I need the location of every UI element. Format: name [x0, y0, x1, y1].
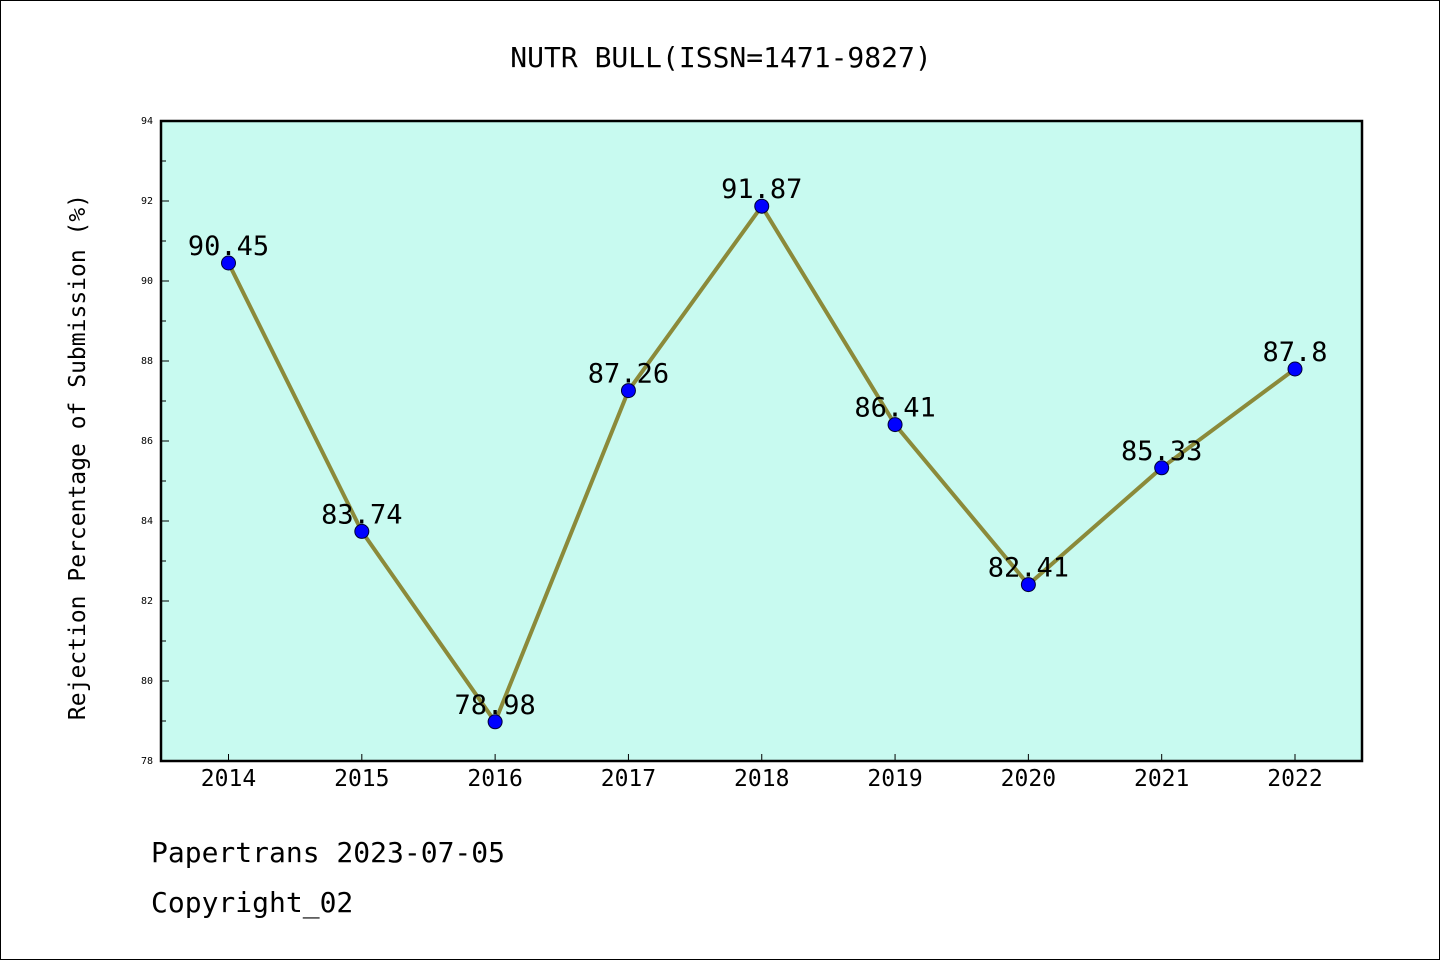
data-point	[1287, 361, 1303, 377]
y-tick-label: 92	[141, 196, 153, 207]
plot-area	[161, 121, 1362, 761]
footer-date-line: Papertrans 2023-07-05	[151, 836, 506, 869]
x-tick-label: 2016	[467, 766, 522, 792]
chart-marks: 78 80 82 84 86 88 90 92 94 2014 2015 2016 2017 2018 20…	[141, 116, 1328, 792]
x-tick-label: 2022	[1267, 766, 1322, 792]
footer-copyright-line: Copyright_02	[151, 886, 354, 919]
data-label: 90.45	[188, 231, 269, 262]
data-label: 87.26	[588, 359, 669, 390]
y-tick-label: 84	[141, 516, 153, 527]
x-tick-label: 2018	[734, 766, 789, 792]
data-point	[354, 523, 370, 539]
chart-title: NUTR BULL(ISSN=1471-9827)	[510, 41, 931, 74]
y-tick-label: 82	[141, 596, 153, 607]
y-tick-label: 90	[141, 276, 153, 287]
x-tick-label: 2021	[1134, 766, 1189, 792]
data-label: 78.98	[454, 690, 535, 721]
data-point	[620, 383, 636, 399]
data-label: 86.41	[854, 393, 935, 424]
plot-frame	[159, 119, 1364, 763]
data-label: 91.87	[721, 174, 802, 205]
x-tick-label: 2020	[1001, 766, 1056, 792]
x-tick-label: 2017	[601, 766, 656, 792]
data-point	[754, 198, 770, 214]
y-tick-label: 94	[141, 116, 153, 127]
y-tick-label: 88	[141, 356, 153, 367]
x-tick-label: 2019	[867, 766, 922, 792]
y-tick-label: 80	[141, 676, 153, 687]
x-tick-label: 2015	[334, 766, 389, 792]
data-point	[487, 714, 503, 730]
data-label: 87.8	[1262, 337, 1327, 368]
data-point	[887, 417, 903, 433]
x-tick-label: 2014	[201, 766, 256, 792]
data-label: 85.33	[1121, 436, 1202, 467]
data-point	[1154, 460, 1170, 476]
data-point	[221, 255, 236, 271]
data-label: 82.41	[988, 553, 1069, 584]
data-point	[1020, 577, 1036, 593]
y-tick-label: 78	[141, 756, 153, 767]
y-axis-label: Rejection Percentage of Submission (%)	[65, 194, 91, 720]
y-tick-label: 86	[141, 436, 153, 447]
data-label: 83.74	[321, 499, 402, 530]
